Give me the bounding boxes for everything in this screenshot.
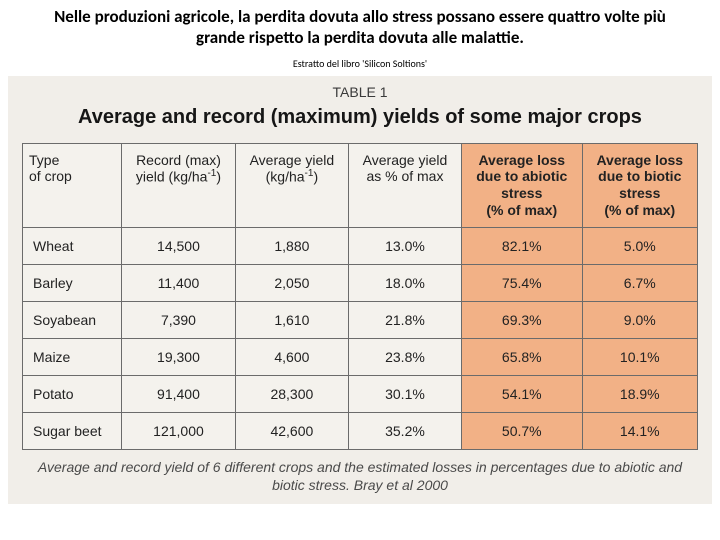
cell-4-0: Potato — [23, 375, 122, 412]
cell-0-2: 1,880 — [235, 227, 348, 264]
slide-title: Nelle produzioni agricole, la perdita do… — [0, 0, 720, 51]
slide-subtitle: Estratto del libro 'Silicon Soltions' — [0, 51, 720, 74]
cell-1-5: 6.7% — [582, 264, 697, 301]
cell-2-1: 7,390 — [122, 301, 236, 338]
cell-0-4: 82.1% — [462, 227, 583, 264]
cell-3-0: Maize — [23, 338, 122, 375]
cell-4-4: 54.1% — [462, 375, 583, 412]
cell-1-0: Barley — [23, 264, 122, 301]
cell-2-5: 9.0% — [582, 301, 697, 338]
table-caption: Average and record yield of 6 different … — [22, 458, 698, 494]
cell-5-1: 121,000 — [122, 412, 236, 449]
cell-0-0: Wheat — [23, 227, 122, 264]
cell-2-4: 69.3% — [462, 301, 583, 338]
cell-0-1: 14,500 — [122, 227, 236, 264]
yields-table: Typeof cropRecord (max)yield (kg/ha-1)Av… — [22, 143, 698, 450]
table-row: Wheat14,5001,88013.0%82.1%5.0% — [23, 227, 698, 264]
cell-3-3: 23.8% — [348, 338, 461, 375]
cell-3-4: 65.8% — [462, 338, 583, 375]
cell-5-3: 35.2% — [348, 412, 461, 449]
cell-2-2: 1,610 — [235, 301, 348, 338]
cell-2-0: Soyabean — [23, 301, 122, 338]
col-header-3: Average yieldas % of max — [348, 143, 461, 227]
table-row: Sugar beet121,00042,60035.2%50.7%14.1% — [23, 412, 698, 449]
table-row: Potato91,40028,30030.1%54.1%18.9% — [23, 375, 698, 412]
cell-3-2: 4,600 — [235, 338, 348, 375]
col-header-2: Average yield(kg/ha-1) — [235, 143, 348, 227]
table-row: Barley11,4002,05018.0%75.4%6.7% — [23, 264, 698, 301]
table-title: Average and record (maximum) yields of s… — [22, 106, 698, 129]
cell-1-3: 18.0% — [348, 264, 461, 301]
cell-2-3: 21.8% — [348, 301, 461, 338]
cell-4-1: 91,400 — [122, 375, 236, 412]
cell-0-3: 13.0% — [348, 227, 461, 264]
table-row: Maize19,3004,60023.8%65.8%10.1% — [23, 338, 698, 375]
cell-5-0: Sugar beet — [23, 412, 122, 449]
cell-5-5: 14.1% — [582, 412, 697, 449]
col-header-4: Average lossdue to abioticstress(% of ma… — [462, 143, 583, 227]
table-label: TABLE 1 — [22, 84, 698, 100]
col-header-1: Record (max)yield (kg/ha-1) — [122, 143, 236, 227]
cell-4-2: 28,300 — [235, 375, 348, 412]
cell-5-2: 42,600 — [235, 412, 348, 449]
cell-3-1: 19,300 — [122, 338, 236, 375]
col-header-5: Average lossdue to bioticstress(% of max… — [582, 143, 697, 227]
cell-4-5: 18.9% — [582, 375, 697, 412]
cell-1-2: 2,050 — [235, 264, 348, 301]
cell-1-1: 11,400 — [122, 264, 236, 301]
cell-3-5: 10.1% — [582, 338, 697, 375]
table-row: Soyabean7,3901,61021.8%69.3%9.0% — [23, 301, 698, 338]
cell-0-5: 5.0% — [582, 227, 697, 264]
table-scan-region: TABLE 1 Average and record (maximum) yie… — [8, 76, 712, 505]
cell-5-4: 50.7% — [462, 412, 583, 449]
cell-1-4: 75.4% — [462, 264, 583, 301]
cell-4-3: 30.1% — [348, 375, 461, 412]
col-header-0: Typeof crop — [23, 143, 122, 227]
table-header-row: Typeof cropRecord (max)yield (kg/ha-1)Av… — [23, 143, 698, 227]
